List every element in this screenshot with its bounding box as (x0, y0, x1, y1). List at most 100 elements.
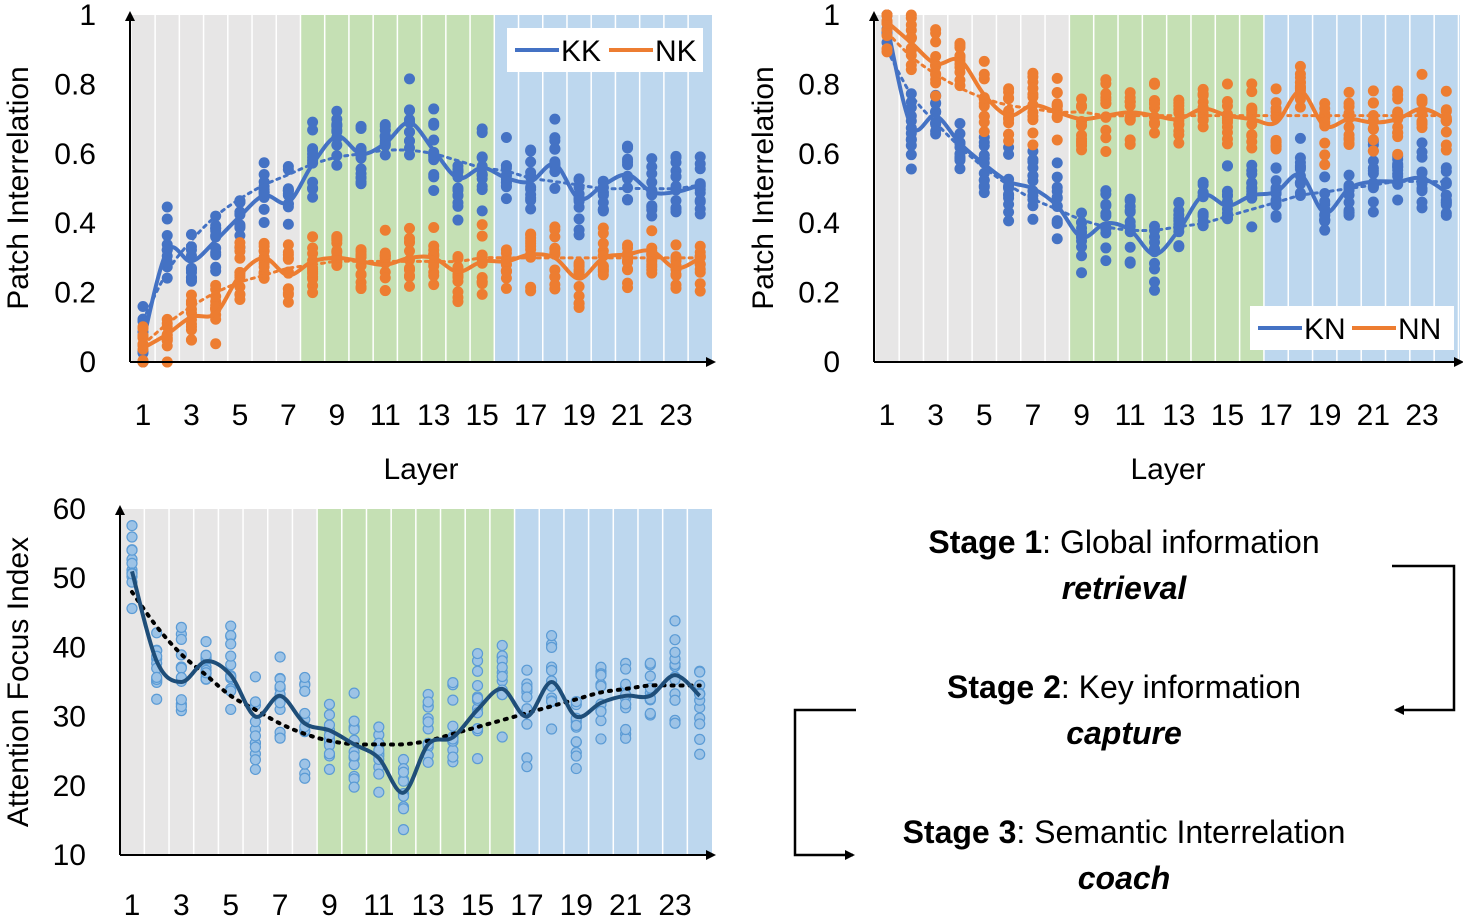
legend-label-kn: KN (1304, 313, 1346, 346)
data-point (1343, 196, 1355, 208)
data-point (1076, 207, 1088, 219)
x-tick-label: 9 (321, 889, 338, 920)
data-point (175, 621, 187, 633)
data-point (525, 235, 537, 247)
data-point (323, 748, 336, 760)
data-point (1149, 98, 1160, 110)
data-point (930, 90, 942, 102)
trend-line (885, 30, 1448, 118)
data-point (1173, 241, 1185, 253)
data-point (404, 245, 415, 257)
data-point (476, 169, 488, 181)
data-point (1100, 146, 1112, 158)
x-tick-label: 15 (461, 889, 494, 920)
data-point (1124, 241, 1136, 253)
data-point (595, 715, 607, 727)
data-point (185, 334, 197, 346)
data-point (428, 184, 440, 196)
data-point (1343, 207, 1355, 219)
x-tick-label: 7 (1025, 399, 1042, 432)
y-tick-label: 1 (823, 0, 840, 32)
data-point (930, 125, 942, 137)
data-point (646, 210, 658, 222)
data-point (1246, 159, 1258, 171)
legend-label-nn: NN (1398, 313, 1441, 346)
data-point (404, 104, 415, 116)
data-point (161, 213, 173, 225)
series-line (885, 20, 1448, 130)
data-point (954, 39, 966, 51)
data-point (476, 219, 488, 231)
data-point (1197, 176, 1209, 188)
data-point (1367, 206, 1379, 218)
data-point (570, 719, 582, 731)
data-point (307, 183, 319, 195)
data-point (500, 244, 512, 256)
trend-line (130, 590, 702, 747)
data-point (1173, 209, 1185, 221)
data-point (175, 694, 187, 706)
data-point (282, 246, 294, 258)
legend-label-kk: KK (561, 35, 601, 68)
data-point (355, 122, 367, 134)
data-point (210, 222, 222, 234)
data-point (1392, 158, 1404, 170)
data-point (379, 249, 391, 261)
x-tick-label: 1 (124, 889, 141, 920)
data-point (348, 781, 360, 793)
data-point (1124, 134, 1136, 146)
data-point (1416, 116, 1428, 128)
y-tick-label: 20 (53, 770, 86, 803)
stage-2-title: Stage 2 (947, 668, 1061, 705)
data-point (1319, 103, 1331, 115)
data-point (404, 222, 415, 234)
data-point (669, 615, 681, 627)
data-point (1100, 185, 1112, 197)
data-point (428, 119, 440, 131)
x-tick-label: 3 (173, 889, 190, 920)
data-point (595, 680, 607, 692)
data-point (299, 772, 311, 784)
data-point (1392, 168, 1404, 180)
data-point (1294, 101, 1306, 113)
data-point (1294, 160, 1306, 172)
data-point (210, 247, 222, 259)
series-line (141, 120, 701, 342)
data-point (1124, 216, 1136, 228)
y-tick-label: 0.6 (798, 138, 840, 171)
data-point (355, 163, 367, 175)
data-point (471, 692, 484, 704)
data-point (1367, 134, 1379, 146)
data-point (549, 142, 561, 154)
data-point (954, 151, 966, 163)
y-tick-label: 0.4 (798, 207, 840, 240)
data-point (694, 151, 706, 163)
data-point (1051, 216, 1063, 228)
data-point (521, 664, 533, 676)
data-point (545, 641, 558, 653)
data-point (1416, 182, 1428, 194)
data-point (476, 151, 488, 163)
y-tick-label: 0.2 (798, 277, 840, 310)
chart-kn-nn: 00.20.40.60.811 3 5 7 9 11 13 15 17 19 21 23LayerPa… (747, 0, 1463, 486)
data-point (1149, 263, 1160, 275)
data-point (930, 51, 942, 63)
data-point (978, 116, 990, 128)
data-point (323, 698, 336, 710)
data-point (597, 204, 609, 216)
data-point (646, 225, 658, 237)
data-point (234, 294, 246, 306)
stage-3-box: Stage 3: Semantic Interrelation coach (856, 799, 1392, 910)
data-point (1246, 103, 1258, 115)
data-point (126, 602, 138, 615)
x-tick-label: 5 (222, 889, 239, 920)
data-point (1343, 86, 1355, 98)
data-point (1100, 88, 1112, 100)
data-point (1027, 127, 1039, 139)
data-point (428, 279, 440, 291)
data-point (379, 285, 391, 297)
data-point (525, 203, 537, 215)
data-point (549, 182, 561, 194)
data-point (525, 281, 537, 293)
x-tick-label: 11 (370, 399, 401, 432)
